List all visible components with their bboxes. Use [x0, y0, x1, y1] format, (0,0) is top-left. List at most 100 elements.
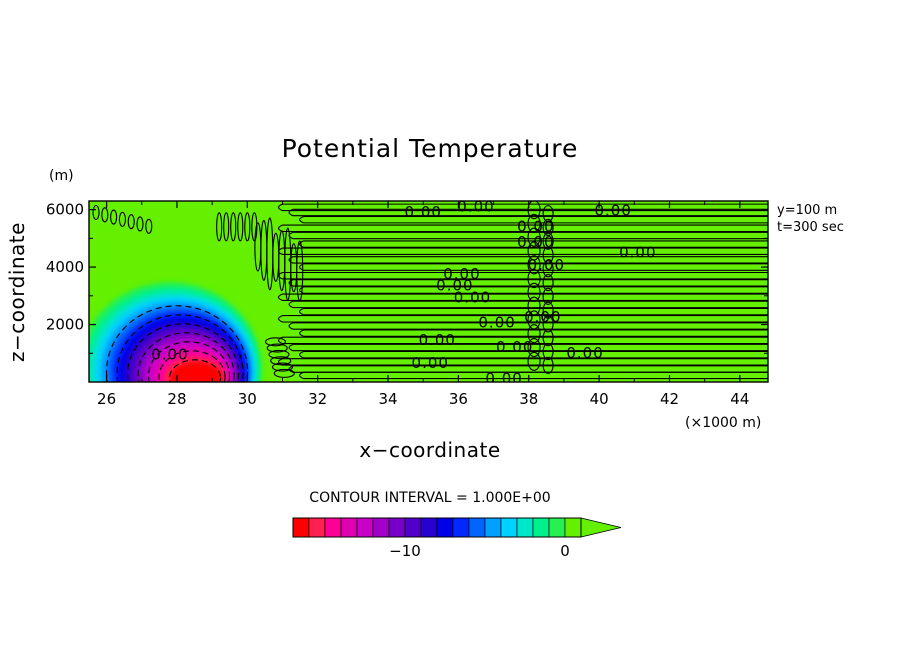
wave-contour — [542, 246, 554, 264]
y-tick-label: 4000 — [46, 258, 84, 276]
wave-contour — [542, 205, 554, 223]
contour-label: 0.00 — [528, 256, 565, 274]
y-axis-label: z−coordinate — [5, 222, 29, 362]
contour-label: 0.00 — [454, 289, 491, 307]
x-tick-label: 28 — [167, 390, 186, 408]
negative-contour — [169, 359, 222, 382]
wave-contour — [273, 368, 295, 378]
wave-contour — [145, 218, 153, 234]
wave-contour — [542, 315, 554, 333]
wave-contour — [92, 204, 100, 221]
wave-contour — [527, 213, 541, 233]
contour-label: 0.00 — [443, 265, 480, 283]
x-tick-label: 32 — [308, 390, 327, 408]
wave-contour — [110, 209, 118, 225]
contour-label: 0.00 — [419, 331, 456, 349]
colorbar-swatch — [404, 517, 422, 538]
colorbar-tick-label: 0 — [560, 542, 570, 560]
wave-contour — [251, 212, 258, 242]
wave-contour — [271, 362, 294, 372]
wave-contour — [237, 212, 244, 242]
wave-contour — [244, 212, 251, 242]
wave-contour — [527, 310, 541, 330]
contour-label: 0.00 — [412, 354, 449, 372]
contour-labels: 0.00 0.000.000.000.000.000.000.000.000.00… — [151, 201, 655, 382]
colorbar-swatch — [324, 517, 342, 538]
x-tick-label: 42 — [660, 390, 679, 408]
x-tick-label: 34 — [378, 390, 397, 408]
negative-contour — [106, 305, 249, 382]
wave-contour — [527, 241, 541, 261]
wave-contour — [277, 224, 768, 233]
colorbar-swatch — [356, 517, 374, 538]
wave-contour — [542, 301, 554, 319]
wave-contour — [527, 337, 541, 358]
wave-contour — [277, 203, 768, 212]
wave-contour — [299, 240, 768, 248]
colorbar-swatch — [484, 517, 502, 538]
contour-label: 0.00 — [517, 217, 554, 235]
contour-label: 0.00 — [496, 338, 533, 356]
wave-contour — [127, 214, 135, 230]
colorbar-swatch — [388, 517, 406, 538]
wave-contour — [264, 337, 287, 347]
wave-contour — [299, 350, 768, 359]
wave-contour — [268, 349, 290, 359]
x-tick-label: 38 — [519, 390, 538, 408]
wave-contour — [542, 218, 554, 236]
x-axis: 26 28 30 32 34 36 38 40 42 44 — [97, 201, 749, 408]
negative-contour — [127, 323, 240, 382]
contour-label: 0.00 — [151, 345, 188, 363]
wave-contour — [542, 260, 554, 278]
wave-contour — [542, 329, 554, 347]
x-tick-label: 36 — [449, 390, 468, 408]
x-axis-label: x−coordinate — [359, 438, 500, 462]
x-tick-label: 30 — [238, 390, 257, 408]
wave-contour — [136, 216, 144, 232]
wave-contour — [527, 282, 541, 302]
y-unit-label: (m) — [49, 168, 74, 184]
wave-contour — [542, 356, 554, 374]
wave-contour — [230, 212, 237, 242]
wave-contour — [270, 356, 292, 366]
contour-label: 0.00 — [524, 308, 561, 326]
colorbar-swatch — [436, 517, 454, 538]
colorbar-swatch — [420, 517, 438, 538]
wave-contour — [288, 208, 768, 217]
wave-contour — [101, 207, 109, 223]
wave-contour — [277, 315, 768, 323]
colorbar-swatch — [564, 517, 582, 538]
contour-label: 0.00 — [566, 344, 603, 362]
negative-contour — [116, 314, 244, 382]
plot-area: 0.00 0.000.000.000.000.000.000.000.000.00… — [46, 200, 769, 408]
wave-contour — [299, 286, 768, 294]
y-tick-label: 6000 — [46, 201, 84, 219]
contour-label: 0.00 — [517, 233, 554, 251]
colorbar-swatch — [308, 517, 326, 538]
wave-contour — [118, 211, 126, 227]
colorbar-swatch — [548, 517, 566, 538]
wave-contour — [288, 343, 768, 352]
contour-label: 0.00 — [405, 203, 442, 221]
y-axis: 2000 4000 6000 — [46, 201, 768, 354]
wave-contour — [527, 296, 541, 316]
wave-contour — [527, 201, 541, 220]
colorbar-extend-arrow — [580, 517, 622, 538]
wave-contour — [527, 324, 541, 344]
colorbar-swatch — [372, 517, 390, 538]
colorbar-swatch — [452, 517, 470, 538]
chart-title: Potential Temperature — [282, 134, 579, 163]
x-tick-label: 26 — [97, 390, 116, 408]
negative-contour — [158, 350, 226, 382]
wave-contour — [299, 371, 768, 380]
wave-contour — [527, 255, 541, 275]
colorbar-swatch — [468, 517, 486, 538]
info-line-t: t=300 sec — [777, 220, 844, 235]
wave-contour — [527, 269, 541, 289]
contour-lines — [92, 201, 768, 382]
info-line-y: y=100 m — [777, 203, 837, 218]
x-unit-label: (×1000 m) — [685, 415, 761, 431]
wave-contour — [542, 287, 554, 305]
negative-contour — [137, 332, 235, 382]
